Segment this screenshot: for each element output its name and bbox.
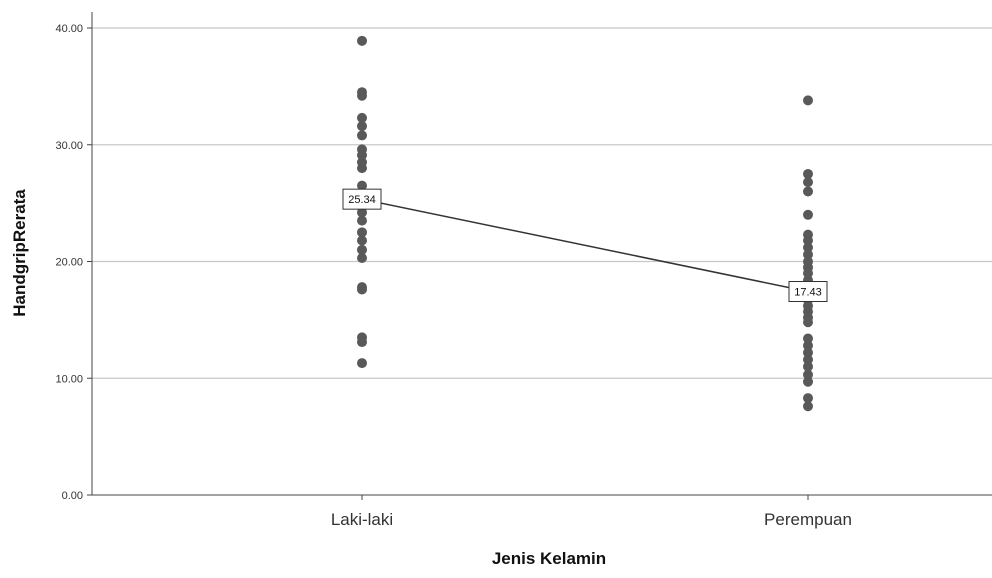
data-point xyxy=(803,168,813,179)
data-point xyxy=(357,90,367,101)
data-point xyxy=(803,95,813,106)
data-point xyxy=(803,340,813,351)
data-point xyxy=(357,284,367,295)
data-point xyxy=(803,186,813,197)
y-axis-title: HandgripRerata xyxy=(10,189,29,317)
data-point xyxy=(357,337,367,348)
data-point xyxy=(803,347,813,358)
y-tick-label: 0.00 xyxy=(62,490,83,502)
mean-line xyxy=(361,198,809,293)
data-point xyxy=(357,207,367,218)
axis-layer: 0.00 10.00 20.00 30.00 40.00 Laki-laki Perempu… xyxy=(55,12,992,529)
data-point xyxy=(357,358,367,369)
data-point xyxy=(803,317,813,328)
data-point xyxy=(803,401,813,412)
data-point xyxy=(803,177,813,188)
data-point xyxy=(803,333,813,344)
data-point xyxy=(357,252,367,263)
data-point xyxy=(803,361,813,372)
points-layer xyxy=(357,35,813,412)
mean-layer: 25.34 17.43 xyxy=(342,188,828,303)
y-tick-label: 40.00 xyxy=(55,23,83,35)
data-point xyxy=(803,376,813,387)
data-point xyxy=(357,112,367,123)
data-point xyxy=(803,369,813,380)
data-point xyxy=(803,249,813,260)
data-point xyxy=(357,235,367,246)
data-point xyxy=(357,121,367,132)
data-point xyxy=(357,130,367,141)
data-point xyxy=(803,268,813,279)
data-point xyxy=(357,227,367,238)
data-point xyxy=(803,393,813,404)
mean-label: 25.34 xyxy=(348,194,376,206)
mean-label-box xyxy=(342,188,382,210)
mean-label: 17.43 xyxy=(794,287,822,299)
data-point xyxy=(357,244,367,255)
mean-label-box xyxy=(788,281,828,303)
data-point xyxy=(803,235,813,246)
y-tick-label: 10.00 xyxy=(55,373,83,385)
data-point xyxy=(357,215,367,226)
x-tick-label: Perempuan xyxy=(764,510,852,529)
x-tick-label: Laki-laki xyxy=(331,510,393,529)
data-point xyxy=(803,209,813,220)
data-point xyxy=(803,354,813,365)
data-point xyxy=(357,150,367,161)
grid-layer xyxy=(92,27,992,379)
data-point xyxy=(357,180,367,191)
data-point xyxy=(357,163,367,174)
y-tick-label: 20.00 xyxy=(55,257,83,269)
y-tick-label: 30.00 xyxy=(55,140,83,152)
x-axis-title: Jenis Kelamin xyxy=(492,549,606,568)
data-point xyxy=(803,242,813,253)
data-point xyxy=(357,35,367,46)
